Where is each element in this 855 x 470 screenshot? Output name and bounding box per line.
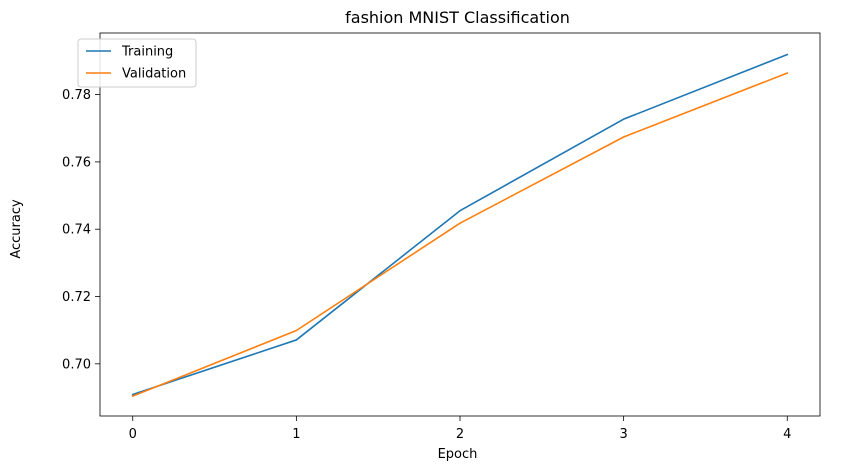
x-tick-label: 2 <box>456 427 464 442</box>
y-tick-label: 0.76 <box>62 155 91 170</box>
x-tick-label: 4 <box>783 427 791 442</box>
y-axis-label: Accuracy <box>9 199 24 259</box>
plot-area <box>99 32 821 417</box>
x-tick-label: 1 <box>292 427 300 442</box>
plot-frame <box>99 32 821 417</box>
x-tick-label: 3 <box>619 427 627 442</box>
x-axis: 0 1 2 3 4 <box>129 416 791 442</box>
series-lines <box>131 53 789 398</box>
series-line-validation <box>131 72 789 398</box>
legend: Training Validation <box>77 38 197 88</box>
y-tick-label: 0.70 <box>62 357 91 372</box>
y-tick-label: 0.72 <box>62 290 91 305</box>
y-axis: 0.70 0.72 0.74 0.76 0.78 <box>62 88 100 372</box>
legend-label-training: Training <box>121 45 173 60</box>
legend-label-validation: Validation <box>122 67 186 82</box>
series-line-training <box>131 53 789 396</box>
y-tick-label: 0.74 <box>62 223 91 238</box>
chart-title: fashion MNIST Classification <box>345 8 570 27</box>
x-tick-label: 0 <box>129 427 137 442</box>
x-axis-label: Epoch <box>438 447 478 462</box>
y-tick-label: 0.78 <box>62 88 91 103</box>
